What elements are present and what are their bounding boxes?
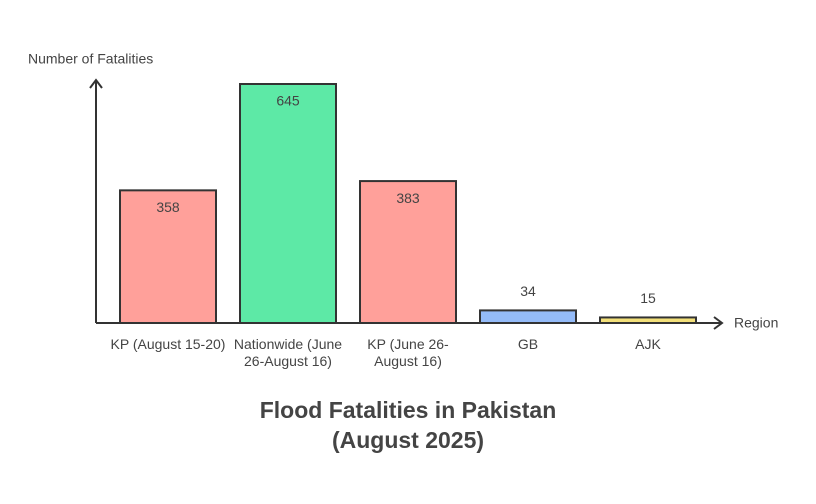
- value-label: 383: [396, 190, 420, 206]
- y-axis: [89, 78, 103, 323]
- bar: [599, 316, 697, 325]
- x-tick-label-box: Nationwide (June 26-August 16): [233, 336, 343, 369]
- y-axis-label: Number of Fatalities: [28, 51, 153, 67]
- x-tick-label-box: KP (June 26-August 16): [367, 336, 449, 369]
- x-tick-label: KP (August 15-20): [110, 336, 226, 352]
- bar: [239, 83, 337, 324]
- bar: [119, 189, 217, 324]
- x-tick-label-box: AJK: [635, 336, 661, 352]
- x-tick-label: AJK: [635, 336, 661, 352]
- x-tick-label-box: KP (August 15-20): [110, 336, 226, 352]
- value-label: 34: [520, 283, 536, 299]
- value-label: 358: [156, 199, 180, 215]
- x-tick-label: KP (June 26-August 16): [367, 336, 449, 369]
- bar: [479, 309, 577, 324]
- x-tick-label: GB: [517, 336, 539, 352]
- value-label: 15: [640, 290, 656, 306]
- chart-title-box: Flood Fatalities in Pakistan (August 202…: [259, 397, 557, 453]
- x-tick-label: Nationwide (June 26-August 16): [233, 336, 343, 369]
- x-tick-label-box: GB: [517, 336, 539, 352]
- chart-title: Flood Fatalities in Pakistan (August 202…: [259, 397, 557, 453]
- x-axis-label: Region: [734, 315, 778, 331]
- bar: [359, 180, 457, 324]
- value-label: 645: [276, 93, 300, 109]
